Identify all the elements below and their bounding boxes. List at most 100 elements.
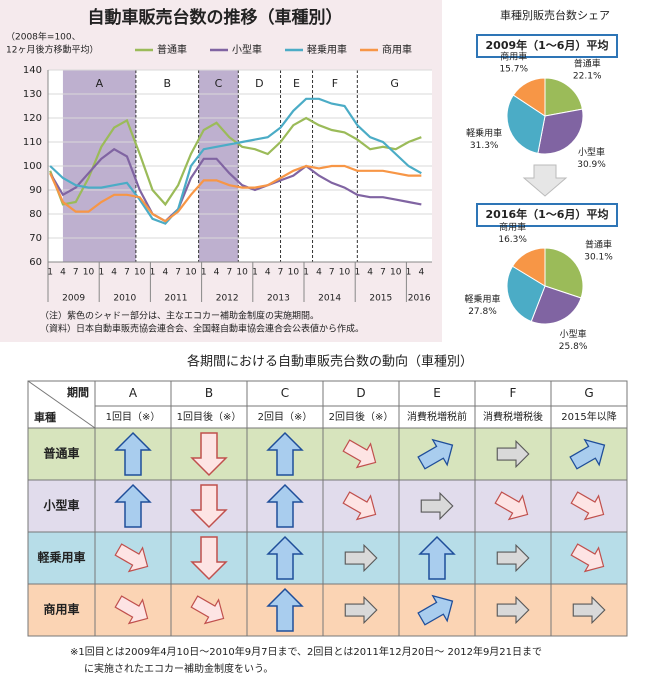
trend-arrow (342, 439, 377, 469)
period-label: C (215, 77, 223, 90)
line-series (49, 147, 422, 223)
year-label: 2016 (408, 294, 431, 304)
x-tick-label: 4 (418, 268, 424, 278)
legend-label: 小型車 (232, 43, 262, 56)
pie-title: 2009年（1〜6月）平均 (486, 38, 609, 52)
legend-label: 商用車 (382, 43, 412, 56)
y-tick-label: 70 (29, 233, 42, 244)
x-tick-label: 4 (214, 268, 220, 278)
x-tick-label: 4 (60, 268, 66, 278)
pie-slice (512, 77, 546, 117)
x-tick-label: 1 (303, 268, 309, 278)
trend-arrow (114, 595, 149, 625)
trend-arrow (344, 595, 378, 625)
year-label: 2010 (113, 294, 136, 304)
trend-arrow (342, 491, 377, 521)
pie-label: 軽乗用車 (466, 127, 502, 139)
y-axis-label: 12ヶ月後方移動平均） (6, 44, 98, 56)
pie-slice (544, 77, 583, 117)
pie-value-label: 22.1% (573, 71, 602, 81)
header-cell (550, 380, 628, 407)
chart-title: 自動車販売台数の推移（車種別） (88, 7, 343, 28)
x-tick-label: 10 (185, 268, 197, 278)
trend-arrow (496, 439, 530, 469)
y-tick-label: 130 (23, 89, 42, 100)
x-tick-label: 7 (124, 268, 130, 278)
y-axis-label: （2008年=100、 (6, 31, 81, 43)
x-tick-label: 10 (390, 268, 402, 278)
pie-title-box (476, 34, 618, 58)
trend-arrow (114, 431, 152, 476)
trend-arrow (266, 587, 304, 632)
pie-slice (537, 108, 584, 155)
pie-slice (506, 265, 546, 323)
pie-slice (544, 247, 584, 299)
column-label: C (281, 386, 289, 400)
column-sub-label: 消費税増税前 (407, 410, 467, 423)
header-cell (170, 380, 248, 407)
column-label: B (205, 386, 213, 400)
x-tick-label: 10 (236, 268, 248, 278)
pie-value-label: 15.7% (499, 65, 528, 75)
pie-label: 商用車 (499, 221, 526, 233)
pie-value-label: 30.1% (584, 252, 613, 262)
trend-arrow (496, 543, 530, 573)
trend-arrow (266, 483, 304, 528)
pie-label: 小型車 (560, 328, 587, 340)
x-tick-label: 7 (226, 268, 232, 278)
pie-value-label: 25.8% (559, 342, 588, 352)
x-tick-label: 4 (162, 268, 168, 278)
x-tick-label: 7 (175, 268, 181, 278)
trend-arrow (417, 438, 454, 470)
trend-arrow (569, 438, 606, 470)
x-tick-label: 10 (288, 268, 300, 278)
pie-label: 小型車 (578, 146, 605, 158)
trend-arrow (190, 595, 225, 625)
line-series (49, 97, 422, 225)
header-cell (94, 380, 172, 407)
pie-title: 2016年（1〜6月）平均 (486, 207, 609, 221)
trend-arrow (266, 535, 304, 580)
footnote: ※1回目とは2009年4月10日〜2010年9月7日まで、2回目とは2011年1… (70, 645, 542, 658)
pie-value-label: 30.9% (577, 160, 606, 170)
note: （注）紫色のシャドー部分は、主なエコカー補助金制度の実施期間。 (40, 310, 319, 322)
legend-label: 普通車 (157, 43, 187, 56)
pie-slice (506, 94, 546, 154)
period-label: D (255, 77, 263, 90)
note: （資料）日本自動車販売協会連合会、全国軽自動車協会連合会公表値から作成。 (40, 323, 364, 335)
trend-arrow (114, 543, 149, 573)
column-label: A (129, 386, 138, 400)
column-label: D (356, 386, 365, 400)
year-label: 2014 (318, 294, 341, 304)
x-tick-label: 1 (354, 268, 360, 278)
transition-arrow (522, 164, 568, 197)
period-label: B (163, 77, 171, 90)
x-tick-label: 1 (252, 268, 258, 278)
x-tick-label: 4 (265, 268, 271, 278)
y-tick-label: 120 (23, 113, 42, 124)
period-label: E (293, 77, 300, 90)
corner-diagonal (27, 380, 96, 429)
y-tick-label: 80 (29, 209, 42, 220)
x-tick-label: 7 (329, 268, 335, 278)
x-tick-label: 4 (111, 268, 117, 278)
period-label: G (390, 77, 399, 90)
y-tick-label: 90 (29, 185, 42, 196)
column-label: G (584, 386, 593, 400)
trend-arrow (190, 536, 228, 581)
y-tick-label: 60 (29, 257, 42, 268)
period-label: A (96, 77, 104, 90)
pie-label: 普通車 (585, 238, 612, 250)
period-label: F (332, 77, 338, 90)
trend-arrow (496, 595, 530, 625)
row-label: 軽乗用車 (37, 550, 85, 565)
year-label: 2009 (62, 294, 85, 304)
x-tick-label: 7 (380, 268, 386, 278)
x-tick-label: 10 (134, 268, 146, 278)
year-label: 2013 (267, 294, 290, 304)
x-tick-label: 10 (83, 268, 95, 278)
x-tick-label: 4 (316, 268, 322, 278)
corner-bottom: 車種 (34, 410, 56, 424)
pie-label: 普通車 (574, 57, 601, 69)
